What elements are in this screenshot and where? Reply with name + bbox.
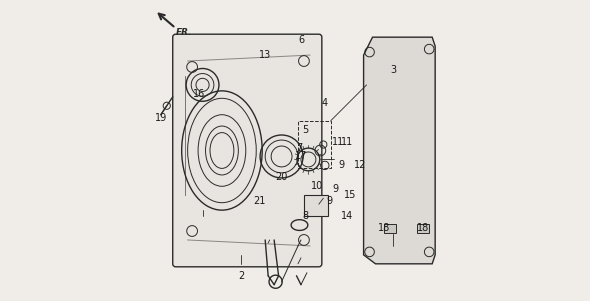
Text: 9: 9 [332,184,338,194]
Text: 6: 6 [298,35,304,45]
Text: 16: 16 [194,89,206,99]
FancyBboxPatch shape [173,34,322,267]
Bar [304,195,328,216]
Text: 20: 20 [276,172,288,182]
Text: 5: 5 [302,125,309,135]
Text: 4: 4 [322,98,328,108]
Text: 3: 3 [391,65,396,75]
Text: 8: 8 [303,211,309,221]
Bar [385,224,396,232]
Text: 18: 18 [378,223,391,233]
Text: 9: 9 [326,196,332,206]
Text: 13: 13 [259,50,271,60]
Text: 2: 2 [238,271,244,281]
Text: 19: 19 [155,113,167,123]
Text: 12: 12 [355,160,367,170]
Bar [298,121,331,168]
Text: 14: 14 [341,211,353,221]
Text: 10: 10 [312,181,323,191]
Text: 11: 11 [332,137,345,147]
Text: 15: 15 [344,190,356,200]
Text: 18: 18 [417,223,430,233]
Text: 21: 21 [253,196,266,206]
Text: 7: 7 [296,142,303,153]
Text: FR.: FR. [176,28,192,37]
Text: 9: 9 [338,160,345,170]
Polygon shape [363,37,435,264]
Text: 11: 11 [341,137,353,147]
Text: 17: 17 [295,151,307,161]
Bar [417,224,429,232]
